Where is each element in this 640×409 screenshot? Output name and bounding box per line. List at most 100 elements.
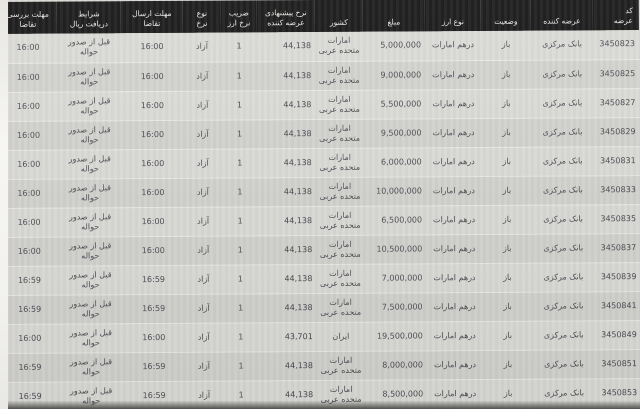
cell-country: امارات متحده عربی xyxy=(315,147,364,178)
cell-amount: 5,000,000 xyxy=(362,31,426,61)
cell-rate_type: آزاد xyxy=(182,32,222,62)
cell-rial_condition: قبل از صدور حواله xyxy=(57,120,122,150)
cell-country: امارات متحده عربی xyxy=(316,234,365,265)
cell-review_deadline: 16:00 xyxy=(0,207,59,237)
cell-rate: 44,138 xyxy=(258,235,317,265)
cell-rate_type: آزاد xyxy=(183,148,222,178)
column-header-rate: نرخ پیشنهادی عرضه کننده xyxy=(256,0,315,33)
cell-review_deadline: 16:00 xyxy=(0,323,59,353)
table-header: کد عرضه عرضه کننده وضعیت نوع ارز مبلغ کشور نرخ … xyxy=(0,0,639,34)
table-row[interactable]: 3450833 بانک مرکزی باز درهم امارات 10,000,00… xyxy=(0,175,640,208)
cell-status: باز xyxy=(480,30,532,61)
cell-rate_type: آزاد xyxy=(184,206,223,236)
table-row[interactable]: 3450849 بانک مرکزی باز درهم امارات 19,500,00… xyxy=(0,320,640,353)
cell-country: امارات متحده عربی xyxy=(314,31,364,62)
column-header-review_deadline: مهلت بررسی تقاضا xyxy=(0,1,57,34)
cell-country: امارات متحده عربی xyxy=(316,292,365,323)
cell-rate: 44,138 xyxy=(257,148,316,178)
cell-rate: 44,138 xyxy=(258,264,317,294)
cell-coefficient: 1 xyxy=(221,148,258,178)
cell-country: امارات متحده عربی xyxy=(315,118,364,149)
cell-status: باز xyxy=(481,146,532,177)
cell-country: ایران xyxy=(316,321,365,352)
cell-currency: درهم امارات xyxy=(426,292,483,322)
cell-rial_condition: قبل از صدور حواله xyxy=(58,294,123,324)
cell-currency: درهم امارات xyxy=(425,118,482,148)
cell-country: امارات متحده عربی xyxy=(315,89,364,120)
cell-supplier: بانک مرکزی xyxy=(532,320,595,350)
cell-rial_condition: قبل از صدور حواله xyxy=(58,207,123,237)
cell-review_deadline: 16:00 xyxy=(0,62,58,92)
column-header-coefficient: ضریب نرخ ارز xyxy=(220,0,257,33)
cell-supplier: بانک مرکزی xyxy=(530,30,594,60)
cell-coefficient: 1 xyxy=(222,322,259,352)
cell-rial_condition: قبل از صدور حواله xyxy=(58,236,123,266)
table-row[interactable]: 3450835 بانک مرکزی باز درهم امارات 6,500,000… xyxy=(0,204,640,237)
cell-code: 3450831 xyxy=(593,146,640,176)
cell-code: 3450849 xyxy=(594,320,640,350)
cell-country: امارات متحده عربی xyxy=(315,60,364,91)
cell-supplier: بانک مرکزی xyxy=(531,175,595,205)
cell-rate_type: آزاد xyxy=(183,90,222,120)
cell-rate_type: آزاد xyxy=(184,351,224,381)
column-header-currency: نوع ارز xyxy=(424,0,481,32)
cell-review_deadline: 16:00 xyxy=(0,149,58,179)
cell-coefficient: 1 xyxy=(222,235,259,265)
cell-rial_condition: قبل از صدور حواله xyxy=(56,33,122,63)
cell-rate: 44,138 xyxy=(258,206,317,236)
cell-send_deadline: 16:00 xyxy=(121,148,184,179)
table-row[interactable]: 3450841 بانک مرکزی باز درهم امارات 7,500,000… xyxy=(0,291,640,324)
table-row[interactable]: 3450823 بانک مرکزی باز درهم امارات 5,000,000… xyxy=(0,30,640,63)
cell-code: 3450829 xyxy=(593,117,640,147)
cell-supplier: بانک مرکزی xyxy=(531,88,594,118)
cell-rate_type: آزاد xyxy=(184,264,223,294)
table-row[interactable]: 3450851 بانک مرکزی باز درهم امارات 8,000,000… xyxy=(0,349,640,382)
cell-currency: درهم امارات xyxy=(426,321,483,351)
table-row[interactable]: 3450839 بانک مرکزی باز درهم امارات 7,000,000… xyxy=(0,262,640,295)
column-header-rial_condition: شرایط دریافت ریال xyxy=(56,1,121,34)
cell-rial_condition: قبل از صدور حواله xyxy=(58,323,123,353)
table-row[interactable]: 3450831 بانک مرکزی باز درهم امارات 6,000,000… xyxy=(0,146,640,179)
cell-coefficient: 1 xyxy=(222,206,259,236)
cell-country: امارات متحده عربی xyxy=(316,350,366,381)
cell-coefficient: 1 xyxy=(221,177,259,207)
cell-status: باز xyxy=(481,175,533,206)
table-row[interactable]: 3450829 بانک مرکزی باز درهم امارات 9,500,000… xyxy=(0,117,640,150)
cell-rate_type: آزاد xyxy=(184,293,223,323)
cell-rate: 44,138 xyxy=(257,90,316,120)
column-header-supplier: عرضه کننده xyxy=(530,0,593,31)
cell-currency: درهم امارات xyxy=(425,176,483,206)
table-row[interactable]: 3450827 بانک مرکزی باز درهم امارات 5,500,000… xyxy=(0,88,640,121)
cell-rate: 44,138 xyxy=(257,61,316,91)
cell-amount: 9,000,000 xyxy=(363,60,426,90)
cell-send_deadline: 16:59 xyxy=(122,293,185,324)
cell-coefficient: 1 xyxy=(220,32,258,62)
column-header-country: کشور xyxy=(314,0,363,33)
cell-send_deadline: 16:00 xyxy=(122,322,185,353)
column-header-rate_type: نوع نرخ xyxy=(182,0,221,33)
cell-rate_type: آزاد xyxy=(183,61,222,91)
cell-supplier: بانک مرکزی xyxy=(532,233,595,263)
cell-review_deadline: 16:59 xyxy=(0,265,59,295)
cell-status: باز xyxy=(481,88,532,119)
cell-rate_type: آزاد xyxy=(183,119,222,149)
column-header-amount: مبلغ xyxy=(362,0,425,32)
cell-coefficient: 1 xyxy=(221,90,258,120)
cell-supplier: بانک مرکزی xyxy=(532,204,595,234)
cell-coefficient: 1 xyxy=(222,293,259,323)
cell-supplier: بانک مرکزی xyxy=(531,117,594,147)
cell-code: 3450851 xyxy=(594,349,640,379)
cell-rate_type: آزاد xyxy=(184,235,223,265)
table-row[interactable]: 3450837 بانک مرکزی باز درهم امارات 10,500,00… xyxy=(0,233,640,266)
cell-code: 3450823 xyxy=(592,30,640,60)
cell-status: باز xyxy=(481,117,532,148)
cell-amount: 8,000,000 xyxy=(364,350,428,380)
cell-rate: 44,138 xyxy=(257,177,317,207)
cell-rial_condition: قبل از صدور حواله xyxy=(57,91,122,121)
column-header-send_deadline: مهلت ارسال تقاضا xyxy=(120,0,183,34)
table-row[interactable]: 3450825 بانک مرکزی باز درهم امارات 9,000,000… xyxy=(0,59,640,92)
cell-currency: درهم امارات xyxy=(426,263,483,293)
cell-code: 3450837 xyxy=(594,233,640,263)
cell-country: امارات متحده عربی xyxy=(315,176,365,207)
